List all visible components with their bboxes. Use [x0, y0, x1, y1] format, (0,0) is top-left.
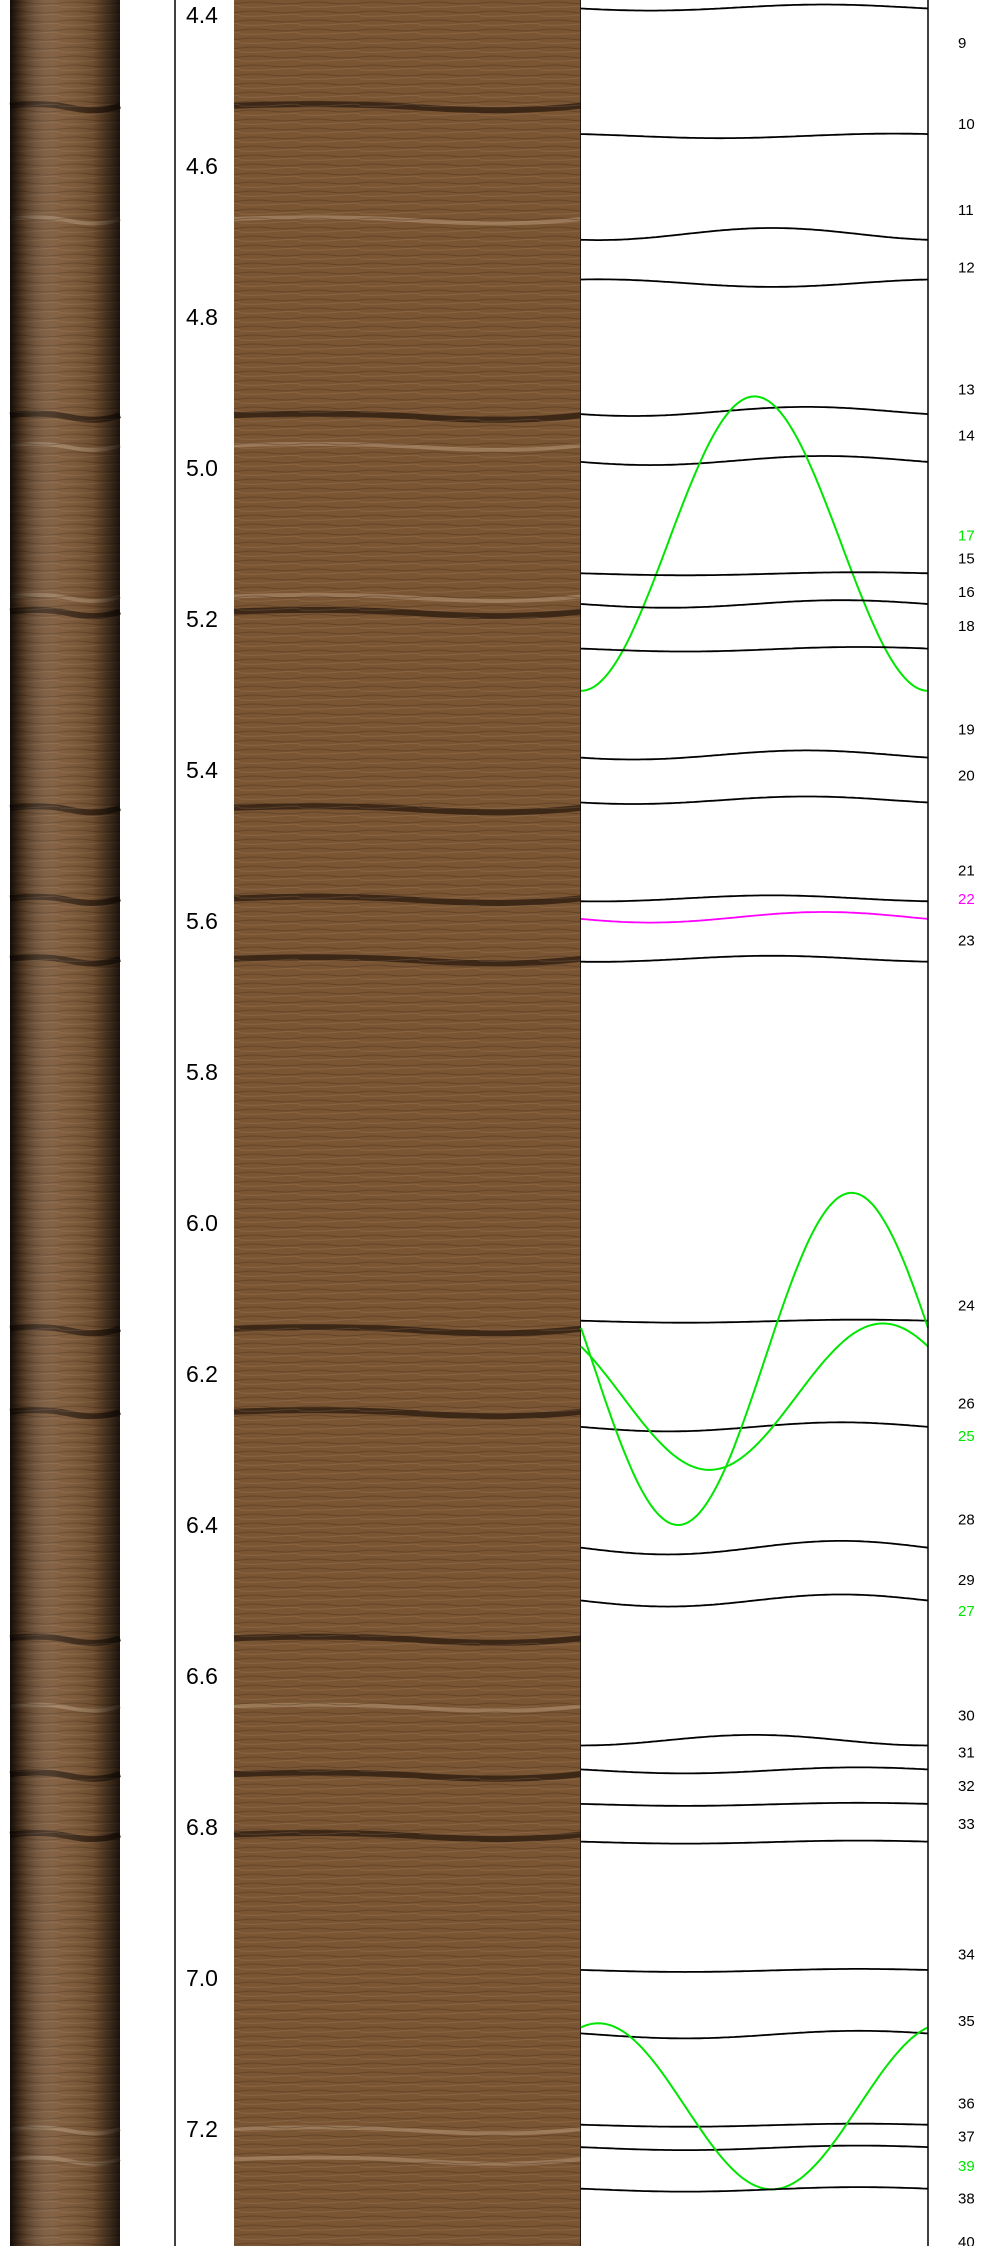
- depth-scale: 4.4 4.6 4.8 5.0 5.2 5.4 5.6 5.8 6.0 6.2 6.4 6.6 6.8 7…: [186, 2, 218, 2142]
- feature-id-label: 30: [958, 1707, 975, 1724]
- feature-id-label: 27: [958, 1603, 975, 1620]
- feature-bedding-trace: [580, 3, 929, 12]
- feature-id-label: 25: [958, 1428, 975, 1445]
- feature-highlight-trace: [580, 911, 929, 924]
- feature-id-label: 23: [958, 933, 975, 950]
- feature-bedding-trace: [581, 1968, 929, 1973]
- feature-bedding-trace: [580, 749, 929, 761]
- unrolled-core-texture: [234, 0, 581, 2246]
- feature-bedding-trace: [580, 1421, 929, 1433]
- feature-fracture-trace: [580, 395, 929, 692]
- feature-bedding-trace: [580, 1540, 929, 1556]
- depth-label: 6.4: [186, 1512, 218, 1538]
- feature-bedding-trace: [580, 1766, 929, 1775]
- feature-bedding-trace: [581, 1734, 928, 1747]
- feature-bedding-trace: [580, 1318, 929, 1324]
- feature-id-label: 31: [958, 1744, 975, 1761]
- feature-id-label: 19: [958, 721, 975, 738]
- feature-id-label: 9: [958, 35, 966, 52]
- feature-id-label: 39: [958, 2158, 975, 2175]
- feature-id-label: 20: [958, 767, 975, 784]
- feature-id-label: 26: [958, 1395, 975, 1412]
- depth-label: 7.2: [186, 2116, 218, 2142]
- depth-label: 5.6: [186, 908, 218, 934]
- feature-bedding-trace: [580, 2186, 929, 2193]
- feature-id-label: 38: [958, 2190, 975, 2207]
- feature-id-label: 35: [958, 2013, 975, 2030]
- feature-fracture-trace: [580, 1322, 929, 1471]
- feature-id-label: 15: [958, 551, 975, 568]
- feature-id-label: 18: [958, 618, 975, 635]
- feature-bedding-trace: [580, 455, 929, 467]
- feature-bedding-trace: [580, 227, 929, 241]
- picked-features: [580, 3, 929, 2193]
- depth-label: 4.4: [186, 2, 218, 28]
- depth-label: 5.0: [186, 455, 218, 481]
- feature-bedding-trace: [581, 132, 929, 140]
- feature-bedding-trace: [581, 954, 929, 963]
- feature-id-label: 40: [958, 2234, 975, 2246]
- feature-bedding-trace: [580, 571, 929, 577]
- depth-label: 6.8: [186, 1814, 218, 1840]
- feature-id-label: 22: [958, 891, 975, 908]
- feature-bedding-trace: [580, 1801, 929, 1807]
- feature-bedding-trace: [580, 1839, 928, 1845]
- feature-bedding-trace: [581, 894, 929, 903]
- feature-id-labels: 9 10 11 12 13 14 17 15 16 18 19 20 21 22 23 24 26 25 28 29 2…: [958, 35, 975, 2246]
- feature-id-label: 29: [958, 1572, 975, 1589]
- feature-fracture-trace: [580, 1191, 929, 1527]
- depth-label: 6.6: [186, 1663, 218, 1689]
- feature-id-label: 14: [958, 428, 975, 445]
- feature-id-label: 12: [958, 259, 975, 276]
- feature-fracture-trace: [580, 2022, 929, 2191]
- depth-label: 5.2: [186, 606, 218, 632]
- core-unrolled-photo: [233, 0, 582, 2246]
- depth-label: 5.4: [186, 757, 218, 783]
- feature-id-label: 24: [958, 1297, 975, 1314]
- depth-label: 6.2: [186, 1361, 218, 1387]
- feature-id-label: 32: [958, 1778, 975, 1795]
- rolled-core-shading: [10, 0, 120, 2246]
- core-rolled-photo: [9, 0, 122, 2246]
- feature-bedding-trace: [581, 278, 929, 288]
- feature-id-label: 10: [958, 116, 975, 133]
- feature-bedding-trace: [580, 1593, 929, 1608]
- feature-id-label: 13: [958, 382, 975, 399]
- feature-bedding-trace: [580, 646, 929, 653]
- depth-label: 4.6: [186, 153, 218, 179]
- interpretation-panel: [581, 0, 928, 2246]
- feature-id-label: 11: [958, 202, 974, 219]
- feature-bedding-trace: [580, 2144, 929, 2151]
- feature-id-label: 28: [958, 1512, 975, 1529]
- depth-label: 6.0: [186, 1210, 218, 1236]
- feature-id-label: 21: [958, 862, 975, 879]
- feature-bedding-trace: [580, 406, 929, 417]
- feature-id-label: 37: [958, 2129, 975, 2146]
- feature-id-label: 16: [958, 584, 975, 601]
- feature-id-label: 36: [958, 2095, 975, 2112]
- feature-bedding-trace: [580, 599, 929, 609]
- feature-bedding-trace: [580, 2122, 928, 2128]
- depth-label: 5.8: [186, 1059, 218, 1085]
- feature-id-label: 33: [958, 1816, 975, 1833]
- feature-bedding-trace: [580, 2029, 929, 2040]
- feature-id-label: 34: [958, 1947, 975, 1964]
- depth-label: 7.0: [186, 1965, 218, 1991]
- feature-bedding-trace: [580, 795, 929, 805]
- depth-label: 4.8: [186, 304, 218, 330]
- feature-id-label: 17: [958, 527, 975, 544]
